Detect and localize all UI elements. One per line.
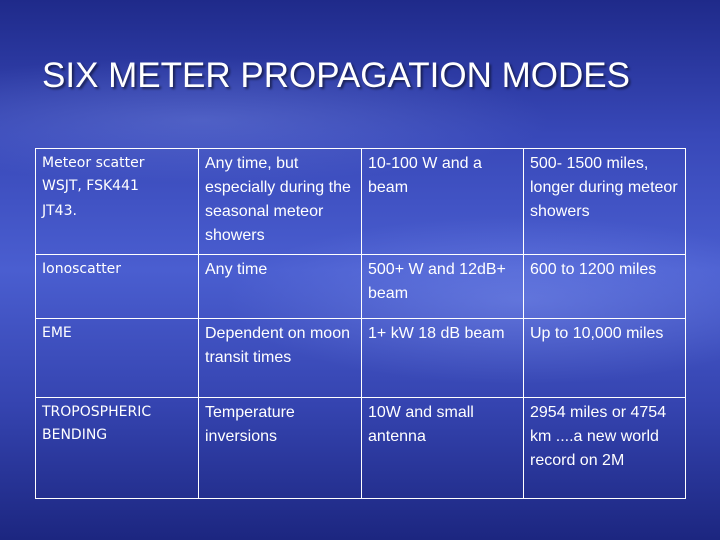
cell-text: Any time bbox=[205, 261, 268, 278]
cell-text: 500+ W and 12dB+ beam bbox=[368, 261, 506, 302]
cell-text: JT43. bbox=[42, 203, 77, 219]
cell-text: 10W and small antenna bbox=[368, 404, 474, 445]
cell-text: BENDING bbox=[42, 427, 108, 443]
cell-text: 10-100 W and a beam bbox=[368, 155, 482, 196]
table-cell: 500- 1500 miles, longer during meteor sh… bbox=[523, 148, 686, 255]
cell-text: Dependent on moon transit times bbox=[205, 325, 350, 366]
table-row: Ionoscatter Any time 500+ W and 12dB+ beam… bbox=[35, 254, 686, 319]
cell-text: Ionoscatter bbox=[42, 261, 122, 277]
cell-text: Temperature bbox=[205, 404, 295, 421]
table-cell: Dependent on moon transit times bbox=[198, 318, 362, 398]
table-cell: TROPOSPHERIC BENDING bbox=[35, 397, 199, 499]
table-cell: Meteor scatter WSJT, FSK441 JT43. bbox=[35, 148, 199, 255]
cell-text: TROPOSPHERIC bbox=[42, 404, 152, 420]
table-row: EME Dependent on moon transit times 1+ kW … bbox=[35, 318, 686, 398]
table-cell: Ionoscatter bbox=[35, 254, 199, 319]
table-row: TROPOSPHERIC BENDING Temperature inversions… bbox=[35, 397, 686, 499]
cell-text: WSJT, FSK441 bbox=[42, 178, 139, 194]
cell-text: Any time, but especially during the seas… bbox=[205, 155, 351, 244]
cell-text: Up to 10,000 miles bbox=[530, 325, 664, 342]
table-cell: Up to 10,000 miles bbox=[523, 318, 686, 398]
table-cell: 1+ kW 18 dB beam bbox=[361, 318, 524, 398]
modes-table: Meteor scatter WSJT, FSK441 JT43. Any time,… bbox=[35, 148, 686, 499]
cell-text: 2954 miles or 4754 km ....a new world re… bbox=[530, 404, 667, 469]
table-cell: EME bbox=[35, 318, 199, 398]
table-row: Meteor scatter WSJT, FSK441 JT43. Any time,… bbox=[35, 148, 686, 255]
cell-text: EME bbox=[42, 325, 72, 341]
cell-text: 600 to 1200 miles bbox=[530, 261, 657, 278]
cell-text: 1+ kW 18 dB beam bbox=[368, 325, 505, 342]
cell-text: Meteor scatter bbox=[42, 155, 145, 171]
slide-title: SIX METER PROPAGATION MODES bbox=[42, 56, 630, 95]
cell-text: inversions bbox=[205, 428, 278, 445]
table-cell: 10-100 W and a beam bbox=[361, 148, 524, 255]
table-cell: Any time, but especially during the seas… bbox=[198, 148, 362, 255]
table-cell: 10W and small antenna bbox=[361, 397, 524, 499]
table-cell: 500+ W and 12dB+ beam bbox=[361, 254, 524, 319]
table-cell: Any time bbox=[198, 254, 362, 319]
table-cell: Temperature inversions bbox=[198, 397, 362, 499]
cell-text: 500- 1500 miles, longer during meteor sh… bbox=[530, 155, 678, 220]
table-cell: 2954 miles or 4754 km ....a new world re… bbox=[523, 397, 686, 499]
table-cell: 600 to 1200 miles bbox=[523, 254, 686, 319]
